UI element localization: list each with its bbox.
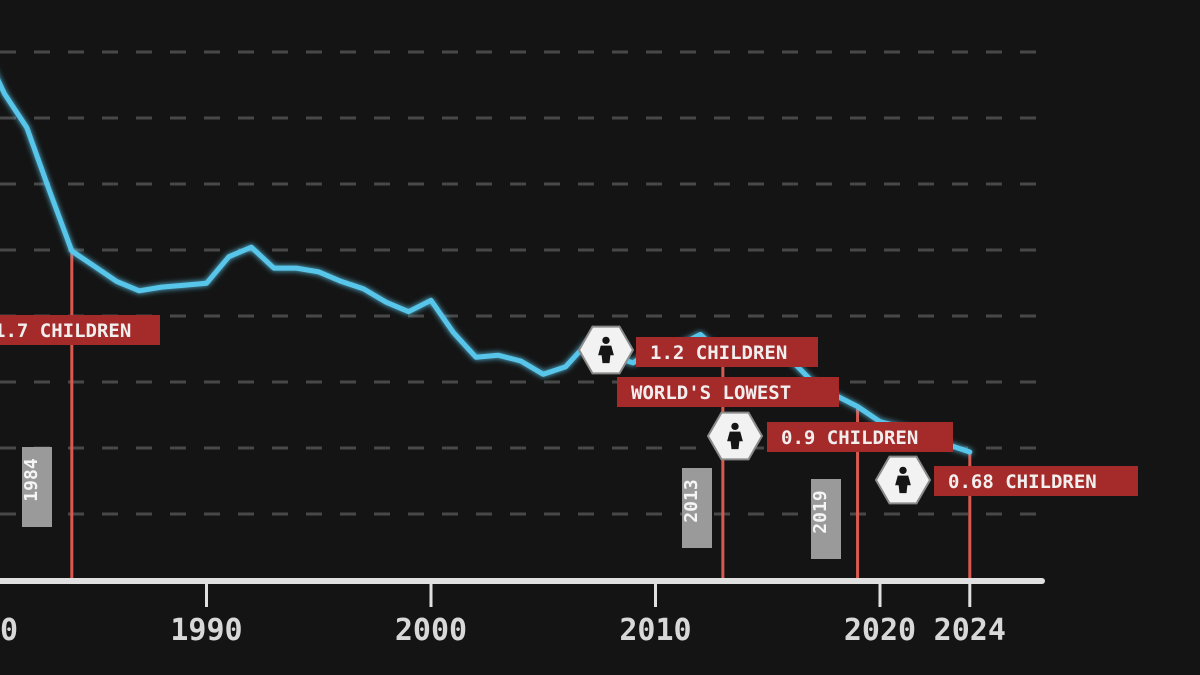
x-axis: 1980 1990 2000 2010 2020 2024	[0, 578, 1045, 648]
x-tick-label: 1980	[0, 613, 18, 648]
callout-1984-text: 1.7 CHILDREN	[0, 320, 131, 342]
callout-2013-box	[767, 422, 953, 452]
callout-2013-text: 0.9 CHILDREN	[781, 427, 918, 449]
callout-world-lowest-sub-box	[617, 377, 839, 407]
callout-2019-text: 0.68 CHILDREN	[948, 471, 1097, 493]
year-tag-2019-text: 2019	[810, 490, 831, 533]
data-series	[0, 78, 973, 455]
year-tag-2013-box	[682, 468, 712, 548]
grid-lines	[0, 50, 1045, 516]
year-tag-1984-text: 1984	[21, 458, 42, 502]
year-tag-2013-text: 2013	[681, 479, 702, 522]
x-tick-label: 1990	[170, 613, 242, 648]
x-tick-label: 2020	[844, 613, 916, 648]
callout-1984-box	[0, 315, 160, 345]
fertility-series-line	[0, 78, 973, 455]
callout-world-lowest-text: 1.2 CHILDREN	[650, 342, 787, 364]
callout-world-lowest-sub-text: WORLD'S LOWEST	[631, 382, 791, 404]
x-tick-label: 2000	[395, 613, 467, 648]
annotation-labels: 1984 1.7 CHILDREN 1.2 CHILDREN WORLD'S LOWE…	[0, 315, 1138, 559]
callout-world-lowest-box	[636, 337, 818, 367]
year-tag-1984-box	[22, 447, 52, 527]
callout-2019-box	[934, 466, 1138, 496]
x-tick-label: 2024	[934, 613, 1006, 648]
x-tick-label: 2010	[619, 613, 691, 648]
year-tag-2019-box	[811, 479, 841, 559]
